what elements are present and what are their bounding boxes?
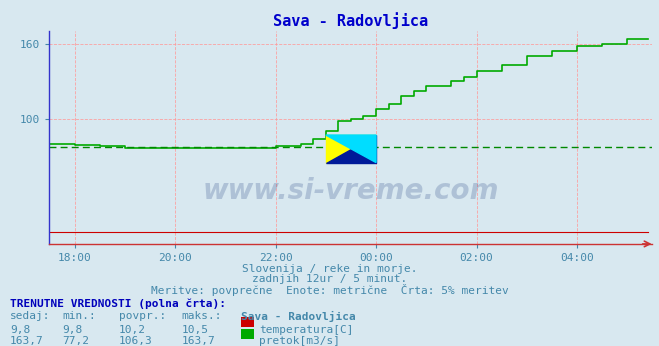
Text: 163,7: 163,7 xyxy=(181,336,215,346)
Text: www.si-vreme.com: www.si-vreme.com xyxy=(0,101,3,174)
Title: Sava - Radovljica: Sava - Radovljica xyxy=(273,12,428,29)
Text: 9,8: 9,8 xyxy=(63,325,83,335)
Text: pretok[m3/s]: pretok[m3/s] xyxy=(259,336,340,346)
Text: 106,3: 106,3 xyxy=(119,336,152,346)
Text: 10,5: 10,5 xyxy=(181,325,208,335)
Text: Meritve: povprečne  Enote: metrične  Črta: 5% meritev: Meritve: povprečne Enote: metrične Črta:… xyxy=(151,284,508,297)
Text: maks.:: maks.: xyxy=(181,311,221,321)
Text: 77,2: 77,2 xyxy=(63,336,90,346)
Polygon shape xyxy=(326,135,376,163)
Text: 163,7: 163,7 xyxy=(10,336,43,346)
Polygon shape xyxy=(326,135,376,163)
Text: zadnjih 12ur / 5 minut.: zadnjih 12ur / 5 minut. xyxy=(252,274,407,284)
Text: TRENUTNE VREDNOSTI (polna črta):: TRENUTNE VREDNOSTI (polna črta): xyxy=(10,298,226,309)
Text: Sava - Radovljica: Sava - Radovljica xyxy=(241,311,355,322)
Text: sedaj:: sedaj: xyxy=(10,311,50,321)
Text: temperatura[C]: temperatura[C] xyxy=(259,325,353,335)
Text: 9,8: 9,8 xyxy=(10,325,30,335)
Polygon shape xyxy=(326,135,376,163)
Text: povpr.:: povpr.: xyxy=(119,311,166,321)
Text: min.:: min.: xyxy=(63,311,96,321)
Text: Slovenija / reke in morje.: Slovenija / reke in morje. xyxy=(242,264,417,274)
Text: 10,2: 10,2 xyxy=(119,325,146,335)
Text: www.si-vreme.com: www.si-vreme.com xyxy=(203,177,499,206)
